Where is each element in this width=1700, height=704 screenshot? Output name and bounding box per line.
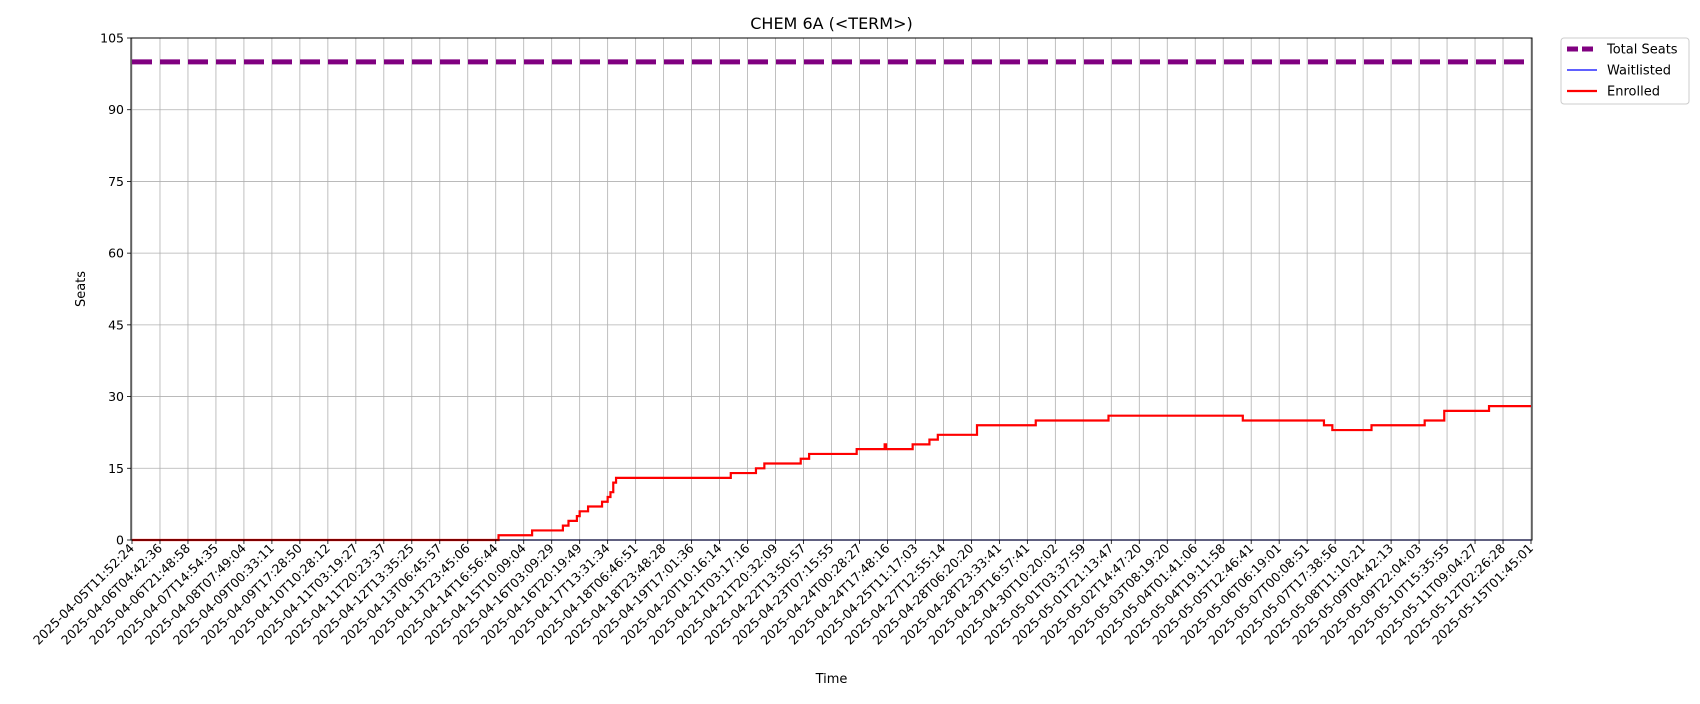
y-tick-label: 0: [116, 533, 124, 548]
legend-box: [1560, 37, 1690, 105]
y-tick-label: 75: [108, 174, 124, 189]
y-axis-label: Seats: [74, 271, 89, 307]
legend: Total Seats Waitlisted Enrolled: [1560, 37, 1690, 105]
y-tick-label: 30: [108, 389, 124, 404]
y-tick-label: 15: [108, 461, 124, 476]
chart-title: CHEM 6A (<TERM>): [750, 14, 913, 33]
y-tick-label: 60: [108, 246, 124, 261]
y-tick-label: 105: [100, 31, 124, 46]
x-axis-label: Time: [815, 672, 848, 687]
y-tick-label: 45: [108, 317, 124, 332]
y-tick-label: 90: [108, 102, 124, 117]
legend-label-enrolled: Enrolled: [1607, 85, 1660, 100]
series-line-enrolled: [132, 405, 1531, 542]
legend-label-total-seats: Total Seats: [1606, 43, 1678, 58]
legend-label-waitlisted: Waitlisted: [1607, 64, 1671, 79]
